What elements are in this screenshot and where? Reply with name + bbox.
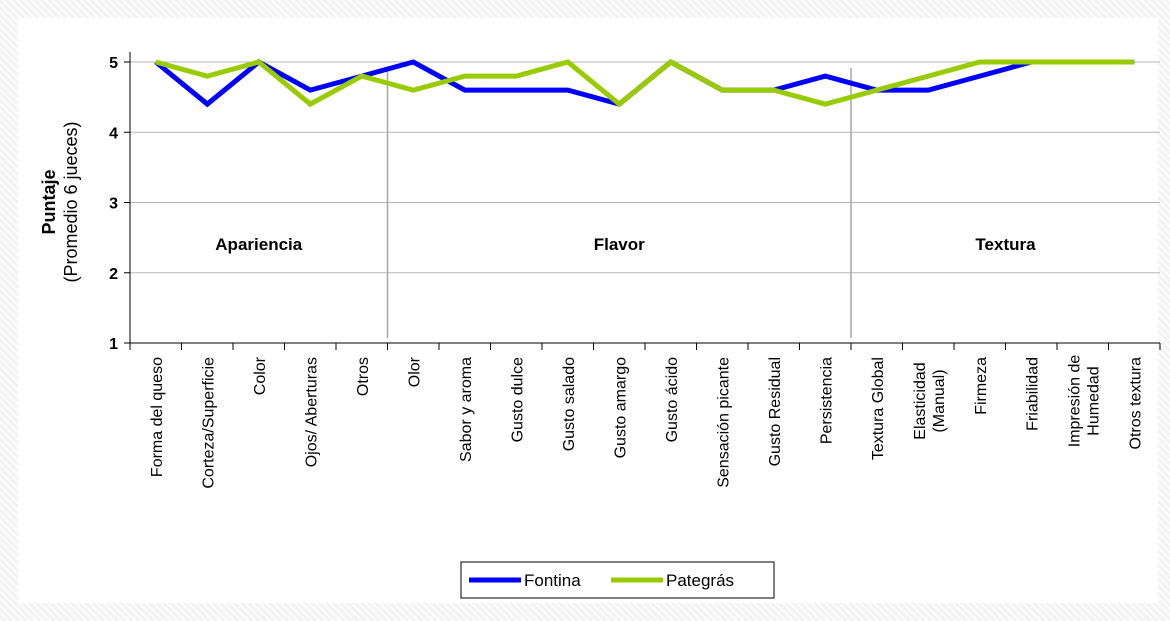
x-tick-label: Sabor y aroma — [458, 357, 475, 462]
x-tick-label-line: Impresión de — [1066, 355, 1083, 448]
y-axis-title: Puntaje — [39, 169, 59, 234]
x-tick-label: Gusto ácido — [664, 357, 681, 442]
y-tick-label: 3 — [109, 196, 118, 213]
x-tick-label-line: Textura Global — [870, 357, 887, 460]
x-tick-label: Firmeza — [973, 357, 990, 415]
x-tick-label: Textura Global — [870, 357, 887, 460]
x-tick-label-line: Corteza/Superficie — [200, 357, 217, 489]
x-tick-label: Gusto Residual — [767, 357, 784, 466]
x-tick-label-line: Color — [252, 356, 269, 395]
x-tick-label-line: Firmeza — [973, 357, 990, 415]
x-tick-label-line: Gusto Residual — [767, 357, 784, 466]
x-tick-label-line: Humedad — [1085, 366, 1102, 435]
x-tick-label-line: Sabor y aroma — [458, 357, 475, 462]
x-tick-label-line: Gusto salado — [561, 357, 578, 451]
section-label-textura: Textura — [975, 235, 1036, 254]
x-tick-label: Gusto dulce — [509, 357, 526, 442]
x-tick-label-line: Otros textura — [1127, 357, 1144, 450]
legend-label-pategrás: Pategrás — [666, 571, 734, 590]
series-line-pategrás — [155, 58, 1135, 108]
x-tick-label-line: Elasticidad — [912, 362, 929, 439]
x-tick-label: Color — [252, 356, 269, 395]
x-tick-label: Olor — [406, 356, 423, 387]
section-label-apariencia: Apariencia — [215, 235, 302, 254]
y-tick-label: 1 — [109, 336, 118, 353]
y-tick-label: 2 — [109, 266, 118, 283]
x-tick-label: Forma del queso — [149, 357, 166, 477]
x-tick-label: Otros — [355, 357, 372, 396]
x-tick-label-line: Otros — [355, 357, 372, 396]
section-label-flavor: Flavor — [594, 235, 645, 254]
x-tick-label-line: Persistencia — [818, 357, 835, 444]
x-tick-label: Otros textura — [1127, 357, 1144, 450]
y-tick-label: 4 — [109, 125, 118, 142]
x-tick-label: Corteza/Superficie — [200, 357, 217, 489]
x-tick-label: Impresión de Humedad — [1066, 355, 1102, 448]
x-tick-label: Gusto salado — [561, 357, 578, 451]
x-tick-label: Ojos/ Aberturas — [303, 357, 320, 467]
x-tick-label-line: Gusto dulce — [509, 357, 526, 442]
x-tick-label: Gusto amargo — [612, 357, 629, 458]
x-tick-label: Sensación picante — [715, 357, 732, 488]
chart-area — [18, 18, 1158, 603]
x-tick-label-line: Friabilidad — [1024, 357, 1041, 431]
x-tick-label: Persistencia — [818, 357, 835, 444]
x-tick-label-line: Gusto amargo — [612, 357, 629, 458]
y-axis-subtitle: (Promedio 6 jueces) — [61, 121, 81, 282]
x-tick-label-line: Gusto ácido — [664, 357, 681, 442]
x-tick-label-line: Olor — [406, 356, 423, 387]
x-tick-label-line: (Manual) — [931, 369, 948, 432]
x-tick-label: Elasticidad (Manual) — [912, 362, 948, 439]
x-tick-label-line: Sensación picante — [715, 357, 732, 488]
legend-label-fontina: Fontina — [524, 571, 581, 590]
x-tick-label-line: Forma del queso — [149, 357, 166, 477]
y-tick-label: 5 — [109, 55, 118, 72]
x-tick-label: Friabilidad — [1024, 357, 1041, 431]
x-tick-label-line: Ojos/ Aberturas — [303, 357, 320, 467]
